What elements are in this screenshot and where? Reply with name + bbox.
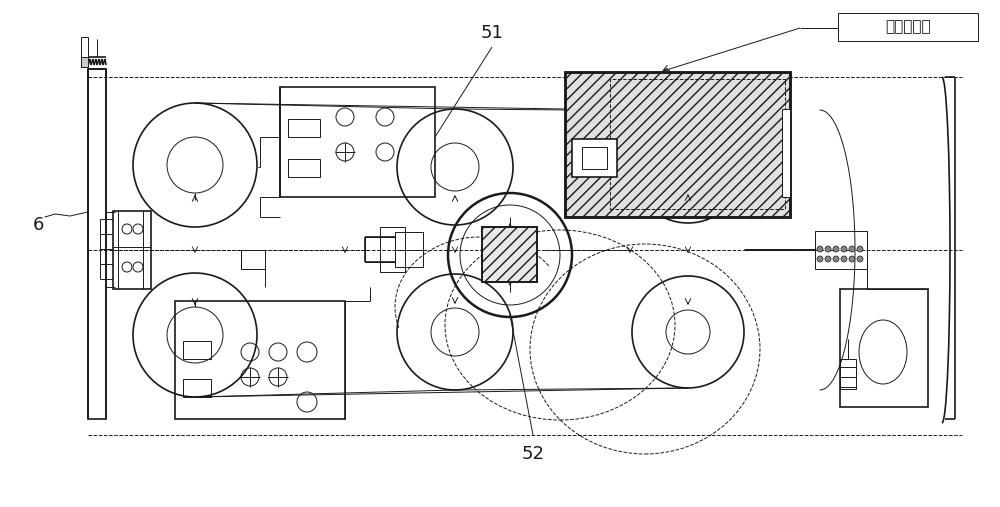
Text: 6: 6: [32, 216, 44, 234]
Bar: [288, 159, 320, 177]
Bar: [482, 227, 537, 282]
Bar: [482, 227, 537, 282]
Ellipse shape: [849, 246, 855, 252]
Bar: [395, 232, 423, 267]
Ellipse shape: [825, 256, 831, 262]
Bar: [380, 227, 405, 272]
Ellipse shape: [833, 246, 839, 252]
Ellipse shape: [849, 256, 855, 262]
Bar: [782, 109, 790, 197]
Bar: [838, 13, 978, 41]
Bar: [565, 72, 790, 217]
Bar: [81, 37, 88, 67]
Bar: [280, 87, 435, 197]
Text: 51: 51: [481, 24, 503, 42]
Bar: [288, 119, 320, 137]
Bar: [183, 341, 211, 359]
Ellipse shape: [857, 256, 863, 262]
Bar: [81, 57, 88, 67]
Bar: [183, 379, 211, 397]
Bar: [175, 301, 345, 419]
Ellipse shape: [857, 246, 863, 252]
Bar: [565, 72, 790, 217]
Bar: [582, 147, 607, 169]
Bar: [840, 359, 856, 389]
Ellipse shape: [825, 246, 831, 252]
Ellipse shape: [841, 246, 847, 252]
Ellipse shape: [817, 256, 823, 262]
Bar: [241, 250, 265, 269]
Ellipse shape: [817, 246, 823, 252]
Bar: [572, 139, 617, 177]
Bar: [815, 231, 867, 269]
Bar: [610, 79, 785, 209]
Ellipse shape: [841, 256, 847, 262]
Ellipse shape: [833, 256, 839, 262]
Bar: [365, 237, 395, 262]
Bar: [840, 289, 928, 407]
Bar: [88, 69, 106, 419]
Text: 52: 52: [522, 445, 544, 463]
Bar: [113, 211, 151, 289]
Text: 卡芯片识别: 卡芯片识别: [885, 19, 931, 34]
